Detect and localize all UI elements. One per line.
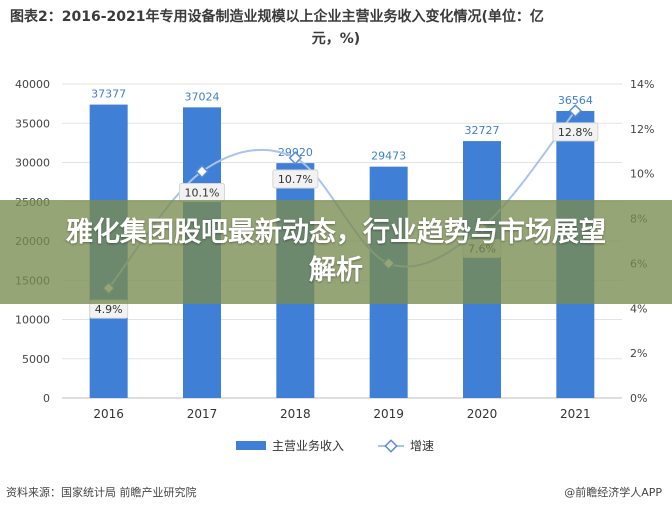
bar-value-label: 32727: [465, 124, 500, 137]
x-tick-label: 2016: [93, 407, 124, 421]
source-note: 资料来源：国家统计局 前瞻产业研究院: [6, 486, 197, 499]
bar-value-label: 36564: [558, 94, 593, 107]
legend-bar-label: 主营业务收入: [272, 438, 344, 453]
line-point: [288, 151, 303, 165]
line-series: 4.9%10.1%10.7%7.6%12.8%: [89, 104, 599, 319]
x-tick-label: 2017: [187, 407, 218, 421]
chart-title-line1: 图表2：2016-2021年专用设备制造业规模以上企业主营业务收入变化情况(单位…: [10, 9, 544, 25]
x-tick-label: 2018: [280, 407, 311, 421]
line-value-label: 4.9%: [95, 303, 123, 316]
publisher-logo: @前瞻经济学人APP: [564, 486, 662, 499]
headline-text: 雅化集团股吧最新动态，行业趋势与市场展望解析: [66, 217, 606, 286]
y-right-tick-label: 10%: [630, 168, 654, 181]
legend-line-marker: [384, 439, 398, 453]
y-right-tick-label: 0%: [630, 392, 647, 405]
bar-value-label: 29473: [371, 150, 406, 163]
x-tick-label: 2019: [373, 407, 404, 421]
legend: 主营业务收入 增速: [236, 438, 434, 453]
y-right-tick-label: 4%: [630, 302, 647, 315]
y-left-tick-label: 30000: [15, 157, 50, 170]
y-right-tick-label: 12%: [630, 123, 654, 136]
headline-banner: 雅化集团股吧最新动态，行业趋势与市场展望解析: [0, 200, 672, 304]
line-label-box: [272, 169, 319, 189]
x-axis-ticks: 2016 2017 2018 2019 2020 2021: [93, 407, 590, 421]
chart-title-line2: 元，%): [311, 31, 361, 47]
y-right-tick-label: 14%: [630, 78, 654, 91]
line-value-label: 10.7%: [278, 173, 313, 186]
gridlines: [62, 83, 622, 399]
x-tick-label: 2020: [467, 407, 498, 421]
y-left-tick-label: 5000: [22, 353, 50, 366]
line-label-box: [552, 122, 599, 142]
legend-bar-swatch: [236, 441, 266, 450]
y-left-tick-label: 0: [43, 392, 50, 405]
x-tick-label: 2021: [560, 407, 591, 421]
y-right-tick-label: 2%: [630, 347, 647, 360]
line-value-label: 10.1%: [185, 186, 220, 199]
chart-title: 图表2：2016-2021年专用设备制造业规模以上企业主营业务收入变化情况(单位…: [10, 6, 662, 50]
y-left-tick-label: 10000: [15, 314, 50, 327]
legend-line-label: 增速: [410, 439, 434, 453]
bar-value-label: 37024: [185, 90, 220, 103]
line-value-label: 12.8%: [558, 126, 593, 139]
line-point: [568, 104, 583, 118]
bar-value-label: 37377: [91, 88, 126, 101]
y-left-tick-label: 40000: [15, 78, 50, 91]
line-point: [195, 164, 209, 179]
y-left-tick-label: 35000: [15, 117, 50, 130]
